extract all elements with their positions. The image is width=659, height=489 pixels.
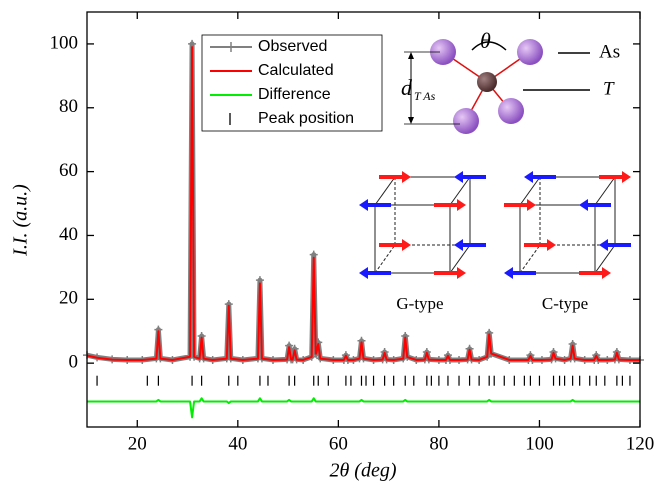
legend-label: Observed <box>258 38 327 55</box>
spin-cubes <box>359 171 631 279</box>
x-tick-label: 100 <box>525 433 554 454</box>
spin-arrow-head <box>402 171 411 183</box>
legend-box <box>201 34 383 132</box>
spin-arrow-head <box>579 199 588 211</box>
spin-arrow-head <box>602 267 611 279</box>
as-label: As <box>599 41 620 62</box>
spin-arrow-head <box>524 171 533 183</box>
y-tick-label: 100 <box>50 32 79 53</box>
g-type-label: G-type <box>396 294 443 313</box>
spin-arrow-head <box>454 239 463 251</box>
cube-edge <box>594 244 616 274</box>
cube-edge <box>449 176 471 206</box>
spin-arrow-head <box>599 239 608 251</box>
arrow-head <box>408 117 414 124</box>
spin-arrow-head <box>359 199 368 211</box>
spin-arrow-head <box>457 267 466 279</box>
x-tick-label: 120 <box>626 433 655 454</box>
x-axis-label: 2θ (deg) <box>329 460 396 482</box>
t-atom <box>477 72 497 92</box>
plot-frame <box>86 11 641 428</box>
t-label: T <box>603 78 615 99</box>
x-tick-label: 80 <box>429 433 448 454</box>
arrow-head <box>408 52 414 59</box>
x-tick-label: 20 <box>128 433 147 454</box>
cube-edge <box>519 244 541 274</box>
as-atom <box>430 39 456 65</box>
as-atom <box>498 98 524 124</box>
cube-edge <box>374 244 396 274</box>
structure-inset: θ d T As As T G-type C-type <box>359 28 631 313</box>
spin-arrow-head <box>622 171 631 183</box>
legend: Observed Calculated Difference Peak positio… <box>210 38 354 127</box>
distance-label: d <box>401 75 413 100</box>
legend-marker <box>226 42 236 52</box>
spin-arrow-head <box>527 199 536 211</box>
spin-arrow-head <box>457 199 466 211</box>
y-tick-label: 60 <box>59 160 78 181</box>
y-axis-label: I.I. (a.u.) <box>10 184 32 257</box>
cube-edge <box>449 244 471 274</box>
spin-arrow-head <box>402 239 411 251</box>
legend-label: Peak position <box>258 110 354 127</box>
angle-label: θ <box>480 28 491 53</box>
y-tick-label: 40 <box>59 224 78 245</box>
as-atom <box>517 39 543 65</box>
cube-edge <box>374 176 396 206</box>
x-tick-label: 60 <box>329 433 348 454</box>
c-type-label: C-type <box>542 294 588 313</box>
x-tick-label: 40 <box>228 433 247 454</box>
y-tick-label: 20 <box>59 288 78 309</box>
angle-arc <box>471 41 507 51</box>
spin-arrow-head <box>547 239 556 251</box>
spin-arrow-head <box>359 267 368 279</box>
cube-edge <box>519 176 541 206</box>
as-atom <box>453 108 479 134</box>
distance-subscript: T As <box>414 89 436 103</box>
spin-arrow-head <box>504 267 513 279</box>
legend-label: Calculated <box>258 62 334 79</box>
y-tick-label: 80 <box>59 96 78 117</box>
series-line <box>86 46 640 361</box>
legend-label: Difference <box>258 86 331 103</box>
spin-arrow-head <box>454 171 463 183</box>
cube-edge <box>594 176 616 206</box>
y-tick-label: 0 <box>69 352 79 373</box>
series-line <box>87 397 640 419</box>
